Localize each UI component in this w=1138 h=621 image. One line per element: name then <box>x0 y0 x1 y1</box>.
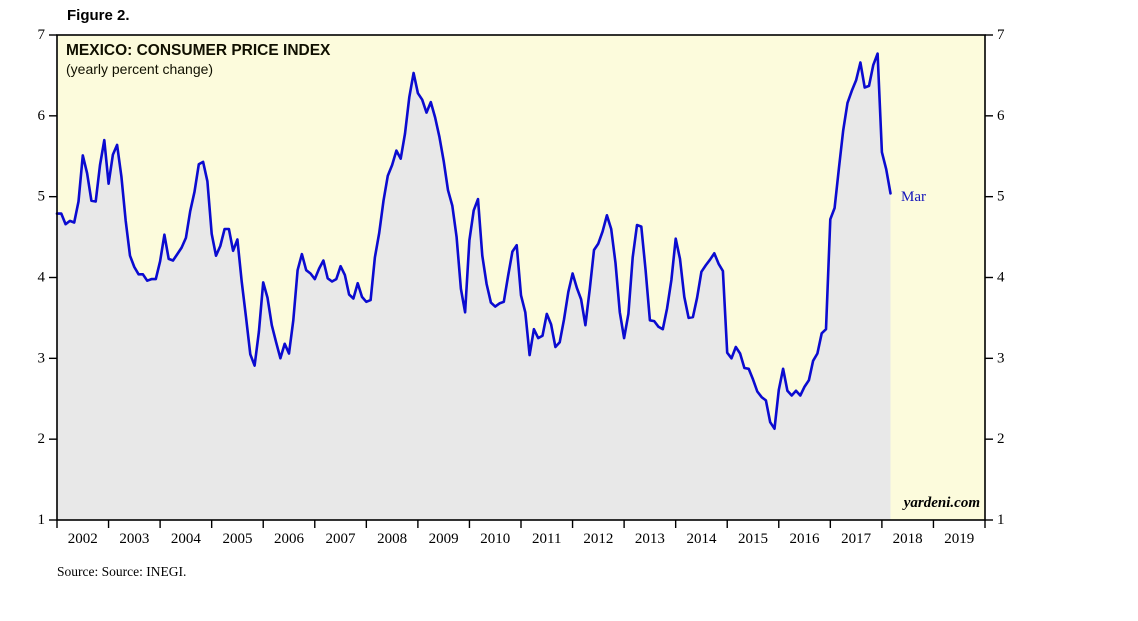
y-tick-label-left: 7 <box>38 27 46 43</box>
yardeni-watermark: yardeni.com <box>903 495 980 511</box>
x-tick-label: 2007 <box>326 531 357 547</box>
x-tick-label: 2008 <box>377 531 407 547</box>
x-tick-label: 2015 <box>738 531 768 547</box>
x-tick-label: 2014 <box>686 531 717 547</box>
x-tick-label: 2010 <box>480 531 510 547</box>
y-tick-label-right: 1 <box>997 512 1005 528</box>
x-tick-label: 2005 <box>222 531 252 547</box>
y-tick-label-right: 4 <box>997 270 1005 286</box>
chart-subtitle: (yearly percent change) <box>66 61 214 77</box>
chart-title: MEXICO: CONSUMER PRICE INDEX <box>66 42 331 59</box>
area-fill <box>57 53 891 520</box>
x-tick-label: 2011 <box>532 531 561 547</box>
figure-label: Figure 2. <box>67 7 130 24</box>
y-tick-label-right: 2 <box>997 431 1005 447</box>
y-tick-label-left: 5 <box>38 189 46 205</box>
x-tick-label: 2002 <box>68 531 98 547</box>
x-tick-label: 2004 <box>171 531 202 547</box>
y-tick-label-right: 6 <box>997 108 1005 124</box>
source-note: Source: Source: INEGI. <box>57 564 187 579</box>
x-tick-label: 2016 <box>790 531 821 547</box>
last-point-label: Mar <box>901 189 926 205</box>
series-line <box>55 52 892 430</box>
x-tick-label: 2009 <box>429 531 459 547</box>
y-tick-label-left: 2 <box>38 431 46 447</box>
y-tick-label-right: 3 <box>997 350 1005 366</box>
y-tick-label-left: 4 <box>38 270 46 286</box>
y-tick-label-right: 7 <box>997 27 1005 43</box>
y-tick-label-right: 5 <box>997 189 1005 205</box>
x-tick-label: 2003 <box>119 531 149 547</box>
x-tick-label: 2012 <box>583 531 613 547</box>
y-tick-label-left: 3 <box>38 350 46 366</box>
y-tick-label-left: 1 <box>38 512 46 528</box>
x-tick-label: 2019 <box>944 531 974 547</box>
x-tick-label: 2006 <box>274 531 305 547</box>
x-tick-label: 2018 <box>893 531 923 547</box>
x-tick-label: 2017 <box>841 531 872 547</box>
y-tick-label-left: 6 <box>38 108 46 124</box>
x-tick-label: 2013 <box>635 531 665 547</box>
